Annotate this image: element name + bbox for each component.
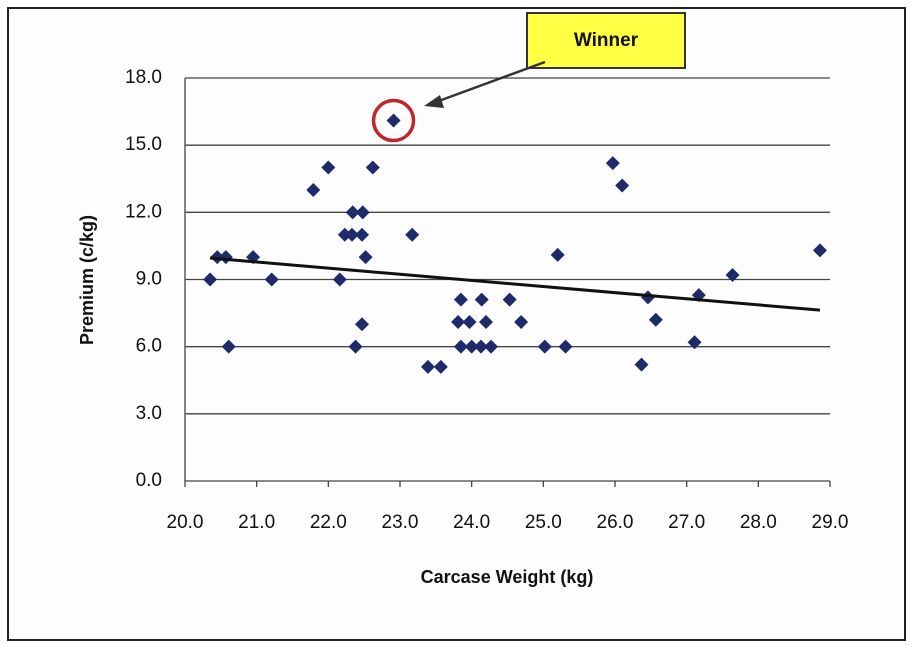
trendline [209,256,821,312]
point [605,156,620,171]
x-tick-label: 21.0 [238,512,275,533]
y-tick-label: 6.0 [136,336,162,357]
y-tick-label: 3.0 [136,403,162,424]
point [474,292,489,307]
point [221,339,236,354]
point [420,359,435,374]
point [365,160,380,175]
point [634,357,649,372]
x-tick-label: 22.0 [310,512,347,533]
x-tick-label: 27.0 [668,512,705,533]
y-tick-label: 0.0 [136,470,162,491]
annotation: Winner [574,30,639,51]
point [812,243,827,258]
point [405,227,420,242]
point [453,339,468,354]
point [345,205,360,220]
point [203,272,218,287]
point [332,272,347,287]
highlight-circle [371,98,416,143]
point [615,178,630,193]
point [355,227,370,242]
annotation-box [526,12,686,69]
point [306,182,321,197]
x-tick-label: 20.0 [167,512,204,533]
point [451,315,466,330]
point [355,205,370,220]
point [337,227,352,242]
x-tick-label: 24.0 [453,512,490,533]
x-tick-label: 28.0 [740,512,777,533]
point [358,250,373,265]
point [484,339,499,354]
x-axis-title: Carcase Weight (kg) [421,567,594,587]
point [687,335,702,350]
point [514,315,529,330]
point [453,292,468,307]
annotation-arrow [435,60,546,104]
point [558,339,573,354]
point [462,315,477,330]
point [464,339,479,354]
point [433,359,448,374]
point [344,227,359,242]
y-tick-label: 18.0 [125,67,162,88]
y-tick-label: 12.0 [125,201,162,222]
y-tick-label: 15.0 [125,134,162,155]
point [479,315,493,330]
x-tick-label: 23.0 [382,512,419,533]
y-axis-title: Premium (c/kg) [77,215,97,345]
x-tick-label: 26.0 [597,512,634,533]
point [537,339,552,354]
y-tick-label: 9.0 [136,269,162,290]
point [321,160,336,175]
point [210,250,225,265]
x-tick-label: 25.0 [525,512,562,533]
point [386,113,401,128]
point [348,339,363,354]
arrow-head [424,95,444,108]
x-tick-label: 29.0 [812,512,849,533]
point [502,292,517,307]
point [648,312,663,327]
point [355,317,370,332]
point [725,268,740,283]
point [473,339,488,354]
point [550,247,565,262]
point [264,272,279,287]
